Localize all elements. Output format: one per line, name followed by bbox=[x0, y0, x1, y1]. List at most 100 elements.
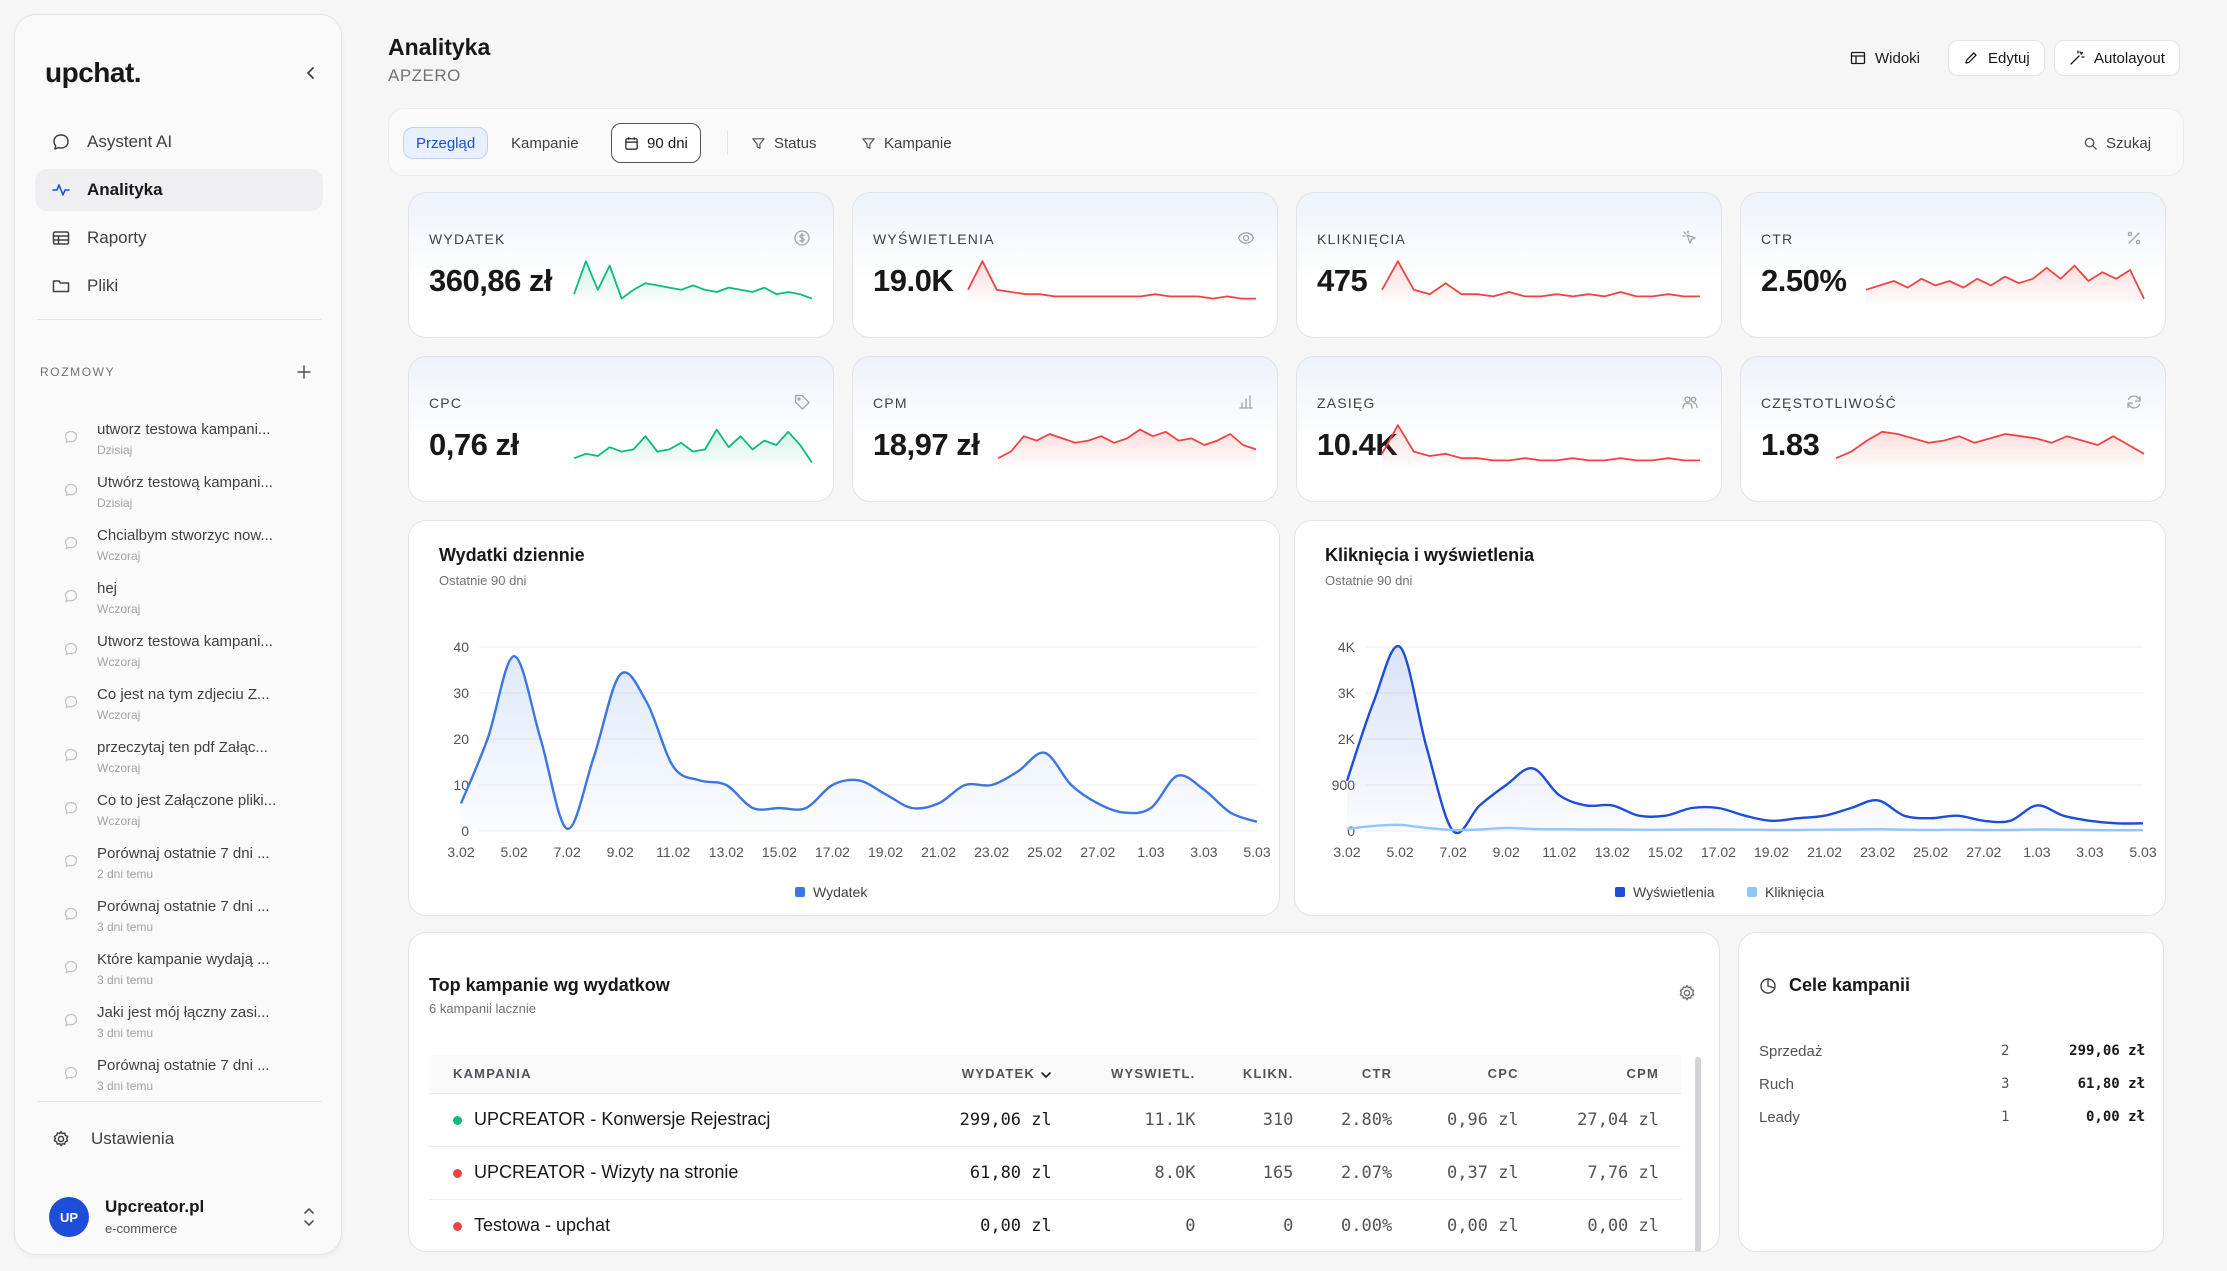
sparkline-line bbox=[1381, 260, 1700, 298]
table-row[interactable]: Testowa - upchat 0,00 zl 0 0 0.00% 0,00 zl 0,0… bbox=[429, 1199, 1681, 1251]
kpi-label: WYŚWIETLENIA bbox=[873, 231, 995, 247]
spend-chart-card: Wydatki dziennie Ostatnie 90 dni 0102030… bbox=[408, 520, 1280, 916]
x-tick-label: 5.03 bbox=[1243, 844, 1270, 860]
conversation-item[interactable]: Utworz testowa kampani... Wczoraj bbox=[35, 621, 325, 674]
col-clicks[interactable]: KLIKN. bbox=[1217, 1055, 1316, 1094]
gear-icon bbox=[53, 1130, 69, 1147]
status-filter[interactable]: Status bbox=[739, 127, 829, 159]
kpi-card[interactable]: ZASIĘG 10.4K bbox=[1296, 356, 1722, 502]
col-cpm[interactable]: CPM bbox=[1540, 1055, 1681, 1094]
col-campaign[interactable]: KAMPANIA bbox=[429, 1055, 920, 1094]
conversation-title: Co to jest Załączone pliki... bbox=[97, 792, 277, 809]
conversation-title: Utwórz testową kampani... bbox=[97, 474, 273, 491]
conversations-label: ROZMOWY bbox=[40, 365, 116, 379]
status-dot bbox=[453, 1168, 462, 1178]
sidebar: upchat. Asystent AI Analityka Raporty Pl… bbox=[14, 14, 342, 1255]
kpi-card[interactable]: CPC 0,76 zł bbox=[408, 356, 834, 502]
table-row[interactable]: UPCREATOR - Wizyty na stronie 61,80 zl 8.0… bbox=[429, 1146, 1681, 1200]
nav-item-analytics[interactable]: Analityka bbox=[35, 169, 323, 211]
edit-button[interactable]: Edytuj bbox=[1948, 40, 2045, 76]
conversation-item[interactable]: Utwórz testową kampani... Dzisiaj bbox=[35, 462, 325, 515]
tab-overview[interactable]: Przegląd bbox=[403, 127, 489, 159]
cell-clicks: 310 bbox=[1217, 1093, 1316, 1147]
date-range-button[interactable]: 90 dni bbox=[611, 123, 701, 163]
conversation-time: Dzisiaj bbox=[97, 496, 133, 510]
x-tick-label: 27.02 bbox=[1080, 844, 1115, 860]
gear-icon[interactable] bbox=[1677, 983, 1697, 1003]
chat-icon bbox=[64, 854, 78, 868]
conversation-item[interactable]: Porównaj ostatnie 7 dni ... 3 dni temu bbox=[35, 1045, 325, 1098]
status-dot bbox=[453, 1115, 462, 1125]
conversation-item[interactable]: utworz testowa kampani... Dzisiaj bbox=[35, 409, 325, 462]
x-tick-label: 9.02 bbox=[1493, 844, 1520, 860]
kpi-card[interactable]: CZĘSTOTLIWOŚĆ 1.83 bbox=[1740, 356, 2166, 502]
kpi-card[interactable]: WYDATEK 360,86 zł bbox=[408, 192, 834, 338]
percent-icon bbox=[2127, 231, 2141, 245]
y-tick-label: 10 bbox=[453, 777, 469, 793]
cell-cpm: 7,76 zl bbox=[1540, 1146, 1681, 1200]
conversation-item[interactable]: Jaki jest mój łączny zasi... 3 dni temu bbox=[35, 992, 325, 1045]
chat-icon bbox=[64, 483, 78, 497]
nav-item-assistant[interactable]: Asystent AI bbox=[35, 121, 323, 163]
conversation-item[interactable]: przeczytaj ten pdf Załąc... Wczoraj bbox=[35, 727, 325, 780]
nav-item-reports[interactable]: Raporty bbox=[35, 217, 323, 259]
goal-count: 2 bbox=[2001, 1043, 2010, 1059]
table-scrollbar[interactable] bbox=[1695, 1057, 1701, 1251]
kpi-value: 0,76 zł bbox=[429, 427, 519, 462]
goal-value: 61,80 zł bbox=[2077, 1076, 2145, 1092]
goal-row: Leady 1 0,00 zł bbox=[1759, 1109, 2145, 1133]
conversation-time: Dzisiaj bbox=[97, 443, 133, 457]
col-impressions[interactable]: WYSWIETL. bbox=[1073, 1055, 1218, 1094]
settings-button[interactable]: Ustawienia bbox=[51, 1129, 174, 1149]
sidebar-divider bbox=[37, 1101, 321, 1102]
kpi-card[interactable]: KLIKNIĘCIA 475 bbox=[1296, 192, 1722, 338]
kpi-card[interactable]: CPM 18,97 zł bbox=[852, 356, 1278, 502]
conversation-item[interactable]: Porównaj ostatnie 7 dni ... 3 dni temu bbox=[35, 886, 325, 939]
y-tick-label: 20 bbox=[453, 731, 469, 747]
magic-wand-icon bbox=[2070, 50, 2085, 65]
conversation-item[interactable]: Które kampanie wydają ... 3 dni temu bbox=[35, 939, 325, 992]
layout-icon bbox=[1850, 51, 1866, 65]
user-role: e-commerce bbox=[105, 1221, 178, 1236]
kpi-label: CPC bbox=[429, 395, 463, 411]
sparkline-area bbox=[1836, 431, 2144, 471]
collapse-sidebar-button[interactable] bbox=[297, 59, 325, 87]
conversation-item[interactable]: Chcialbym stworzyc now... Wczoraj bbox=[35, 515, 325, 568]
tab-overview-label: Przegląd bbox=[416, 134, 476, 152]
conversation-title: utworz testowa kampani... bbox=[97, 421, 271, 438]
conversation-item[interactable]: Co to jest Załączone pliki... Wczoraj bbox=[35, 780, 325, 833]
views-button[interactable]: Widoki bbox=[1836, 40, 1934, 76]
y-tick-label: 2K bbox=[1338, 731, 1356, 747]
conversation-item[interactable]: hej Wczoraj bbox=[35, 568, 325, 621]
cell-cpm: 0,00 zl bbox=[1540, 1199, 1681, 1251]
new-conversation-button[interactable] bbox=[291, 359, 317, 385]
col-cpc[interactable]: CPC bbox=[1414, 1055, 1541, 1094]
table-icon bbox=[52, 231, 70, 245]
tab-campaigns[interactable]: Kampanie bbox=[499, 127, 591, 159]
col-spend[interactable]: WYDATEK bbox=[919, 1055, 1074, 1094]
refresh-icon bbox=[2127, 395, 2141, 409]
legend-label[interactable]: Wydatek bbox=[813, 884, 868, 900]
campaign-filter[interactable]: Kampanie bbox=[849, 127, 964, 159]
conversation-item[interactable]: Co jest na tym zdjeciu Z... Wczoraj bbox=[35, 674, 325, 727]
campaign-name: Testowa - upchat bbox=[474, 1215, 611, 1235]
campaign-name-cell: UPCREATOR - Wizyty na stronie bbox=[429, 1146, 920, 1200]
legend-label[interactable]: Wyświetlenia bbox=[1633, 884, 1715, 900]
col-ctr[interactable]: CTR bbox=[1315, 1055, 1415, 1094]
x-tick-label: 23.02 bbox=[1860, 844, 1895, 860]
nav-item-files[interactable]: Pliki bbox=[35, 265, 323, 307]
views-label: Widoki bbox=[1875, 49, 1921, 67]
conversation-time: Wczoraj bbox=[97, 602, 141, 616]
user-switcher[interactable]: UP Upcreator.pl e-commerce bbox=[49, 1193, 339, 1241]
series-area bbox=[461, 656, 1257, 831]
search-button[interactable]: Szukaj bbox=[2071, 127, 2163, 159]
table-row[interactable]: UPCREATOR - Konwersje Rejestracj 299,06 z… bbox=[429, 1093, 1681, 1147]
goal-count: 3 bbox=[2001, 1076, 2010, 1092]
settings-label: Ustawienia bbox=[91, 1129, 175, 1148]
conversation-item[interactable]: Porównaj ostatnie 7 dni ... 2 dni temu bbox=[35, 833, 325, 886]
autolayout-button[interactable]: Autolayout bbox=[2054, 40, 2180, 76]
legend-label[interactable]: Kliknięcia bbox=[1765, 884, 1824, 900]
cell-clicks: 0 bbox=[1217, 1199, 1316, 1251]
kpi-card[interactable]: CTR 2.50% bbox=[1740, 192, 2166, 338]
kpi-card[interactable]: WYŚWIETLENIA 19.0K bbox=[852, 192, 1278, 338]
